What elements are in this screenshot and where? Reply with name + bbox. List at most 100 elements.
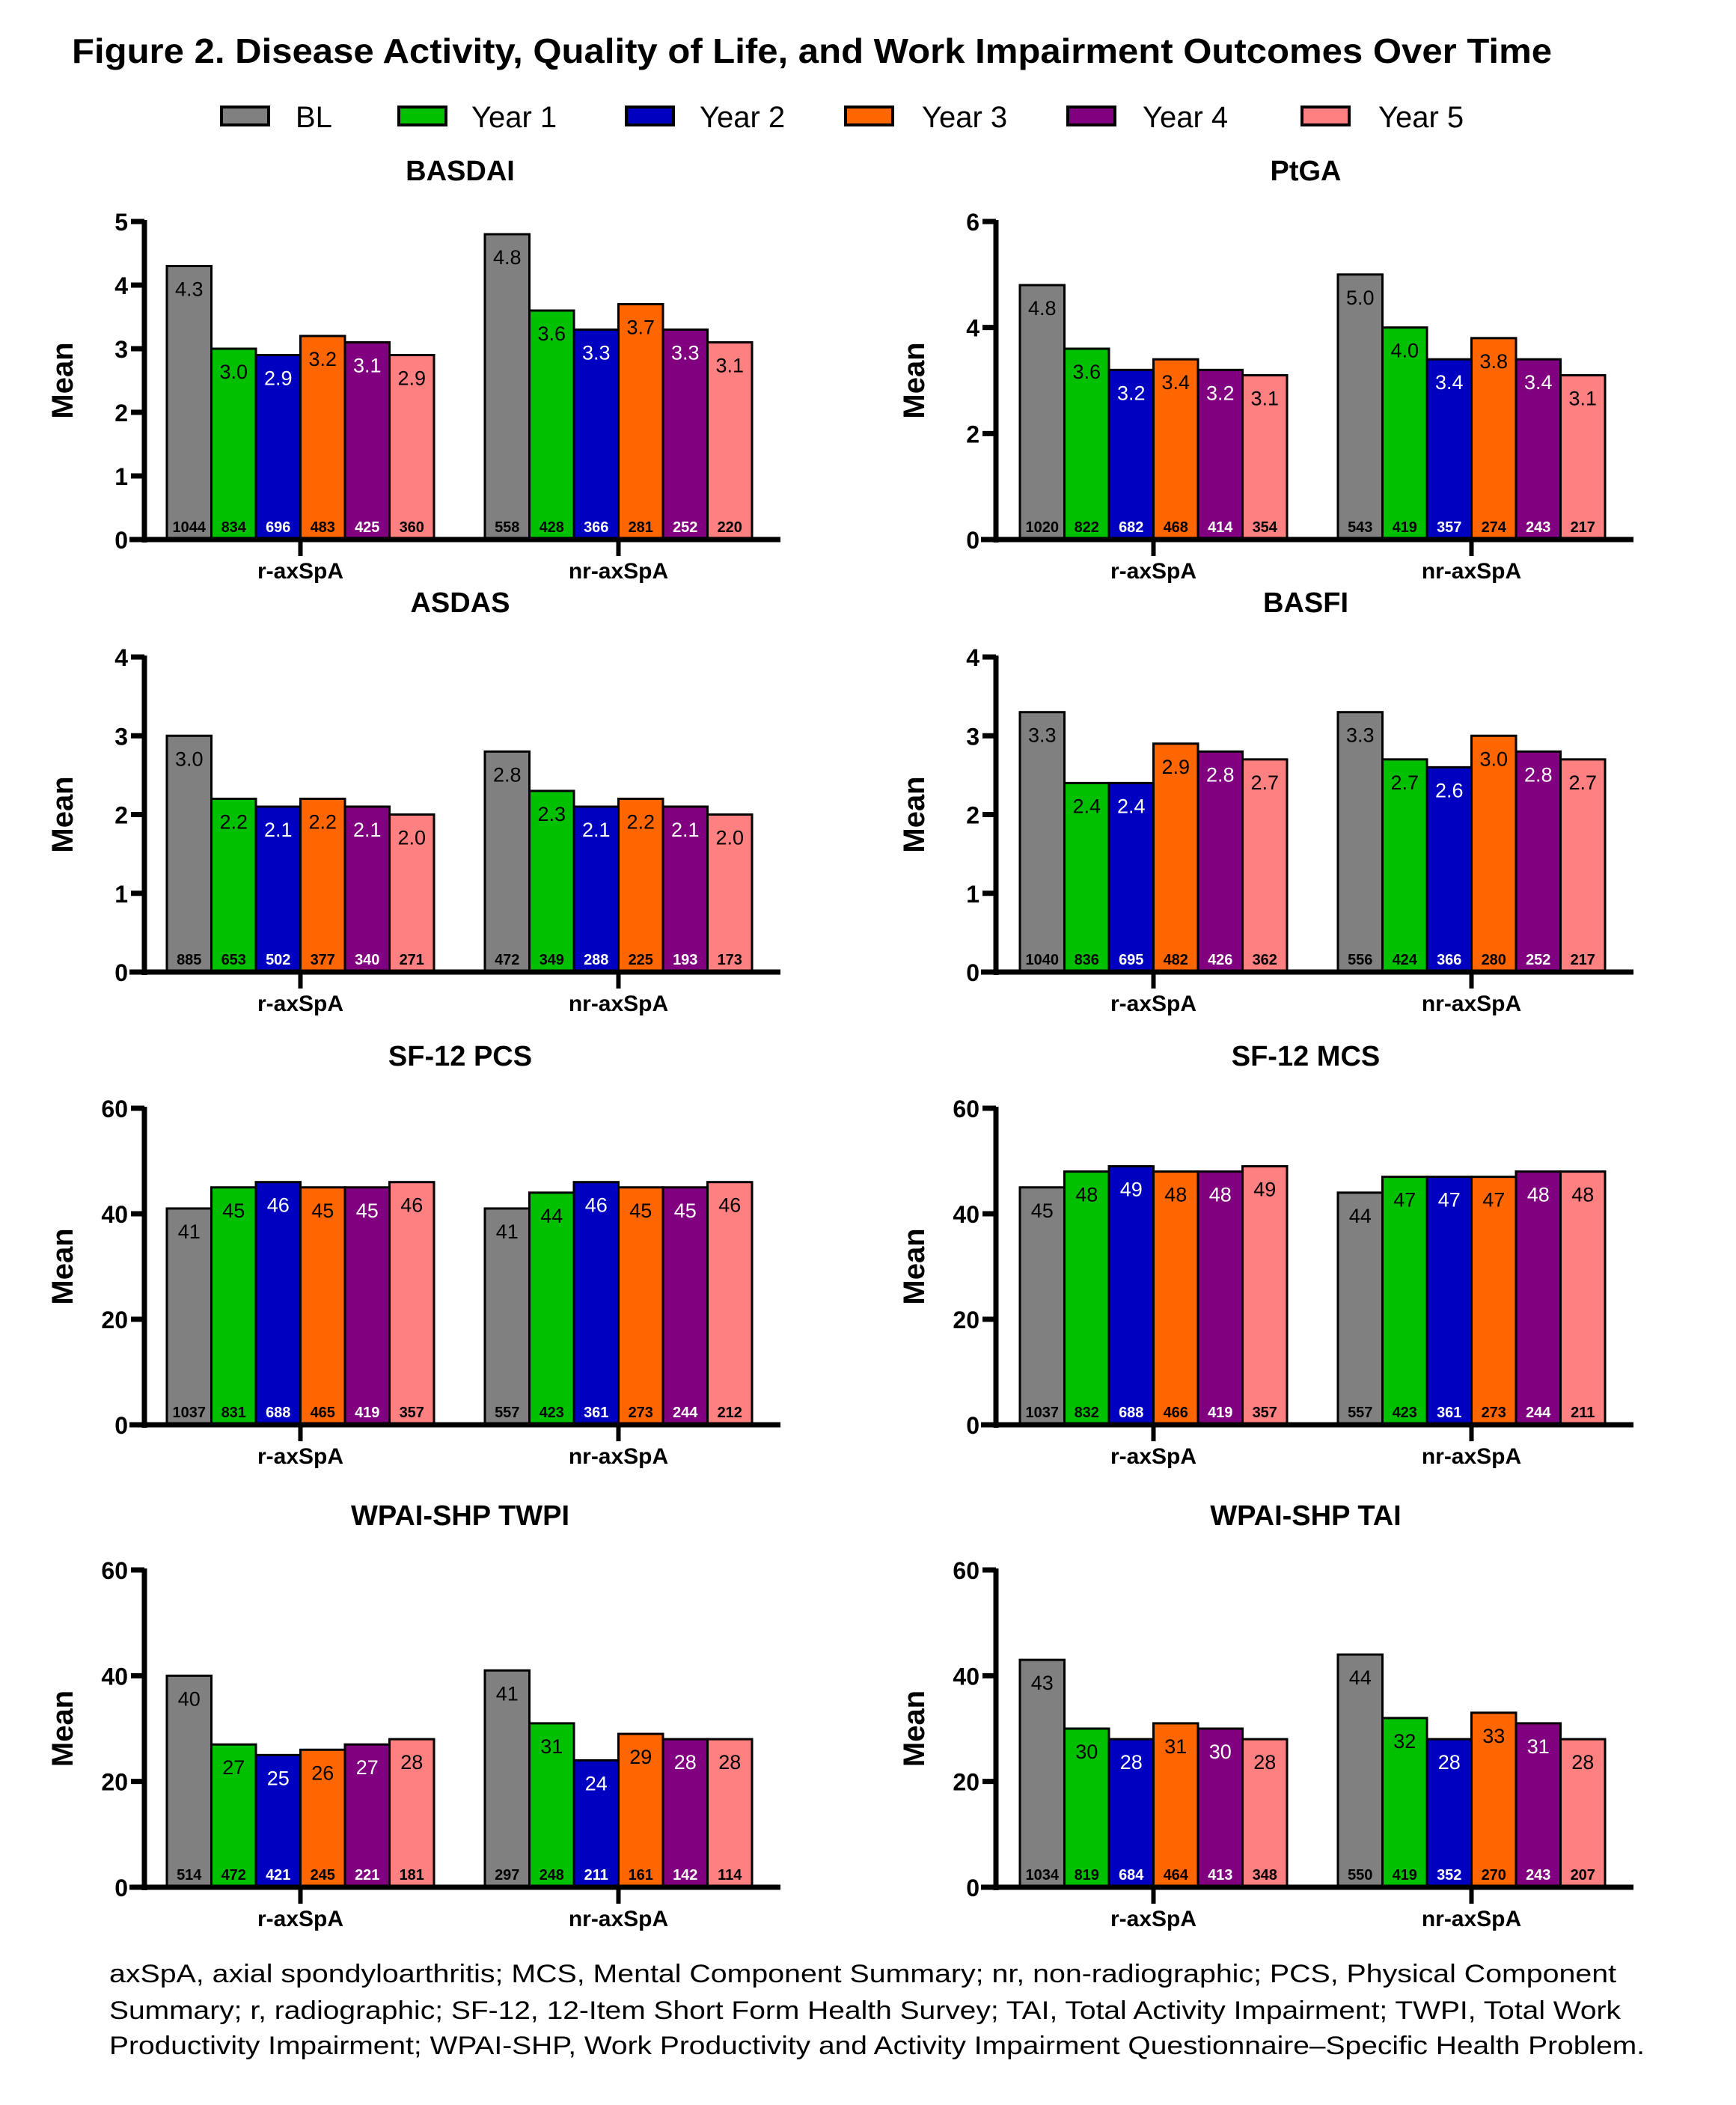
y-tick-label: 1 xyxy=(966,881,979,908)
chart-ptga: PtGA Mean 4.8 1020 3.6 822 3.2 682 3.4 468 3.2 414 3… xyxy=(898,156,1633,584)
bar-nr-axspa-bl xyxy=(1336,1191,1384,1426)
data-label: 2.1 xyxy=(353,819,382,841)
bar-nr-axspa-year-4 xyxy=(1515,1170,1562,1426)
y-tick-label: 2 xyxy=(114,400,128,427)
n-label: 217 xyxy=(1571,519,1595,536)
n-label: 688 xyxy=(266,1405,290,1421)
data-label: 28 xyxy=(1571,1751,1594,1773)
n-label: 413 xyxy=(1208,1867,1232,1883)
n-label: 217 xyxy=(1571,952,1595,968)
bar-r-axspa-bl xyxy=(1018,284,1066,541)
n-label: 423 xyxy=(1393,1405,1417,1421)
bar-r-axspa-year-4 xyxy=(1196,750,1244,974)
x-tick-label: nr-axSpA xyxy=(569,559,668,584)
y-axis-title: Mean xyxy=(898,776,931,852)
n-label: 348 xyxy=(1253,1867,1277,1883)
chart-title: SF-12 MCS xyxy=(1232,1041,1380,1072)
n-label: 483 xyxy=(311,519,335,536)
bar-r-axspa-year-3 xyxy=(299,1186,346,1426)
n-label: 225 xyxy=(629,952,653,968)
y-tick-label: 2 xyxy=(114,802,128,829)
n-label: 414 xyxy=(1208,519,1233,536)
bar-nr-axspa-year-2 xyxy=(572,1759,620,1889)
y-tick-label: 4 xyxy=(966,644,979,671)
y-tick-label: 40 xyxy=(101,1201,128,1228)
data-label: 3.4 xyxy=(1524,371,1553,394)
y-tick-label: 40 xyxy=(101,1663,128,1690)
chart-title: WPAI-SHP TWPI xyxy=(351,1500,569,1532)
y-tick-label: 20 xyxy=(101,1769,128,1796)
n-label: 425 xyxy=(355,519,379,536)
n-label: 366 xyxy=(584,519,608,536)
n-label: 280 xyxy=(1482,952,1506,968)
n-label: 248 xyxy=(540,1867,564,1883)
bar-nr-axspa-year-3 xyxy=(1470,1176,1518,1426)
n-label: 419 xyxy=(355,1405,379,1421)
footnote-line-3: Productivity Impairment; WPAI-SHP, Work … xyxy=(109,2032,1645,2060)
data-label: 46 xyxy=(718,1194,741,1217)
data-label: 28 xyxy=(718,1751,741,1773)
n-label: 173 xyxy=(718,952,742,968)
legend-swatch-bl xyxy=(220,106,270,126)
bar-r-axspa-year-5 xyxy=(1241,758,1289,974)
n-label: 424 xyxy=(1393,952,1418,968)
y-tick-label: 4 xyxy=(114,644,128,671)
n-label: 695 xyxy=(1119,952,1143,968)
chart-asdas: ASDASMean3.08852.26532.15022.23772.13402… xyxy=(46,587,780,1016)
bar-r-axspa-bl xyxy=(165,734,213,974)
chart-title: WPAI-SHP TAI xyxy=(1210,1500,1401,1532)
n-label: 472 xyxy=(221,1867,246,1883)
legend-label-year-2: Year 2 xyxy=(700,101,785,134)
bar-nr-axspa-year-2 xyxy=(1425,1176,1473,1426)
data-label: 33 xyxy=(1482,1725,1505,1747)
footnote: axSpA, axial spondyloarthritis; MCS, Men… xyxy=(109,1960,1645,2060)
n-label: 274 xyxy=(1482,519,1507,536)
n-label: 297 xyxy=(495,1867,519,1883)
bar-nr-axspa-year-5 xyxy=(1559,1170,1607,1426)
data-label: 2.8 xyxy=(493,763,522,786)
n-label: 557 xyxy=(1348,1405,1372,1421)
data-label: 43 xyxy=(1031,1672,1054,1694)
bar-r-axspa-year-5 xyxy=(388,1181,435,1426)
bar-r-axspa-year-2 xyxy=(1107,368,1155,541)
data-label: 47 xyxy=(1482,1189,1505,1212)
bar-r-axspa-year-5 xyxy=(388,1738,435,1889)
data-label: 2.9 xyxy=(264,367,293,390)
y-tick-label: 60 xyxy=(953,1557,979,1584)
data-label: 2.1 xyxy=(671,819,700,841)
data-label: 44 xyxy=(1349,1205,1372,1227)
data-label: 3.1 xyxy=(1250,387,1279,409)
data-label: 48 xyxy=(1527,1184,1550,1206)
chart-sf-12-pcs: SF-12 PCS Mean 41 1037 45 831 46 688 45 465 45 419 4… xyxy=(46,1041,780,1469)
n-label: 354 xyxy=(1253,519,1278,536)
y-tick-label: 60 xyxy=(101,1557,128,1584)
n-label: 1040 xyxy=(1026,952,1060,968)
bar-nr-axspa-year-5 xyxy=(706,341,754,541)
data-label: 3.6 xyxy=(1072,361,1101,383)
x-tick-label: nr-axSpA xyxy=(1422,992,1521,1016)
data-label: 3.3 xyxy=(671,342,700,364)
data-label: 3.0 xyxy=(219,361,248,383)
chart-basfi: BASFI Mean 3.3 1040 2.4 836 2.4 695 2.9 482 2.8 426… xyxy=(898,587,1633,1016)
n-label: 357 xyxy=(1253,1405,1277,1421)
bar-nr-axspa-year-1 xyxy=(1381,1176,1428,1426)
y-axis-title: Mean xyxy=(898,342,931,418)
data-label: 26 xyxy=(311,1762,334,1784)
n-label: 212 xyxy=(718,1405,742,1421)
data-label: 27 xyxy=(356,1756,379,1779)
x-tick-label: r-axSpA xyxy=(1110,992,1196,1016)
bar-r-axspa-year-2 xyxy=(254,1181,302,1426)
data-label: 3.1 xyxy=(715,355,744,377)
data-label: 2.8 xyxy=(1206,763,1235,786)
data-label: 2.6 xyxy=(1435,779,1464,801)
n-label: 428 xyxy=(540,519,564,536)
data-label: 45 xyxy=(356,1200,379,1222)
n-label: 423 xyxy=(540,1405,564,1421)
n-label: 482 xyxy=(1164,952,1188,968)
n-label: 114 xyxy=(718,1867,742,1883)
n-label: 211 xyxy=(1571,1405,1595,1421)
data-label: 48 xyxy=(1164,1184,1187,1206)
bar-nr-axspa-year-4 xyxy=(661,1186,709,1426)
data-label: 3.2 xyxy=(1117,382,1146,404)
data-label: 3.8 xyxy=(1479,350,1508,373)
